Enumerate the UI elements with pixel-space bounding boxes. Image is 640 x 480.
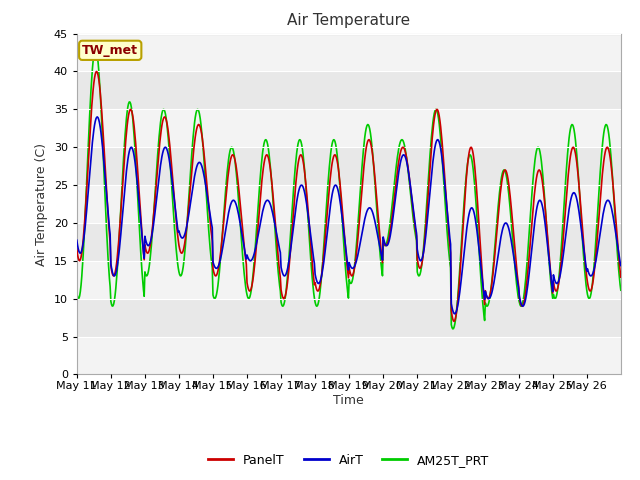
PanelT <box>264 155 272 160</box>
AirT <box>138 227 145 233</box>
AM25T_PRT <box>237 236 245 241</box>
AirT <box>617 263 625 268</box>
PanelT <box>93 69 100 74</box>
Bar <box>77 336 621 374</box>
Bar <box>77 261 621 299</box>
Line: PanelT: PanelT <box>77 72 621 322</box>
PanelT <box>406 176 413 181</box>
Line: AirT: AirT <box>77 117 621 314</box>
AirT <box>285 259 292 264</box>
PanelT <box>285 266 292 272</box>
AirT <box>406 176 413 181</box>
AM25T_PRT <box>73 289 81 295</box>
AM25T_PRT <box>138 259 145 265</box>
Bar <box>77 34 621 72</box>
AM25T_PRT <box>92 46 99 52</box>
Y-axis label: Air Temperature (C): Air Temperature (C) <box>35 143 48 265</box>
Bar <box>77 185 621 223</box>
PanelT <box>451 319 458 324</box>
Legend: PanelT, AirT, AM25T_PRT: PanelT, AirT, AM25T_PRT <box>203 449 495 472</box>
X-axis label: Time: Time <box>333 394 364 407</box>
Bar <box>77 109 621 147</box>
AirT <box>73 237 81 243</box>
AirT <box>237 228 245 234</box>
AirT <box>436 142 444 148</box>
Title: Air Temperature: Air Temperature <box>287 13 410 28</box>
AirT <box>451 311 459 317</box>
PanelT <box>617 274 625 280</box>
PanelT <box>237 214 245 219</box>
AM25T_PRT <box>285 256 292 262</box>
Line: AM25T_PRT: AM25T_PRT <box>77 49 621 329</box>
AM25T_PRT <box>436 128 444 133</box>
Text: TW_met: TW_met <box>82 44 138 57</box>
PanelT <box>436 118 444 124</box>
AM25T_PRT <box>449 326 456 332</box>
AirT <box>93 114 101 120</box>
PanelT <box>138 223 145 229</box>
AM25T_PRT <box>264 145 272 151</box>
AirT <box>264 198 272 204</box>
AM25T_PRT <box>406 180 413 186</box>
PanelT <box>73 246 81 252</box>
AM25T_PRT <box>617 288 625 293</box>
